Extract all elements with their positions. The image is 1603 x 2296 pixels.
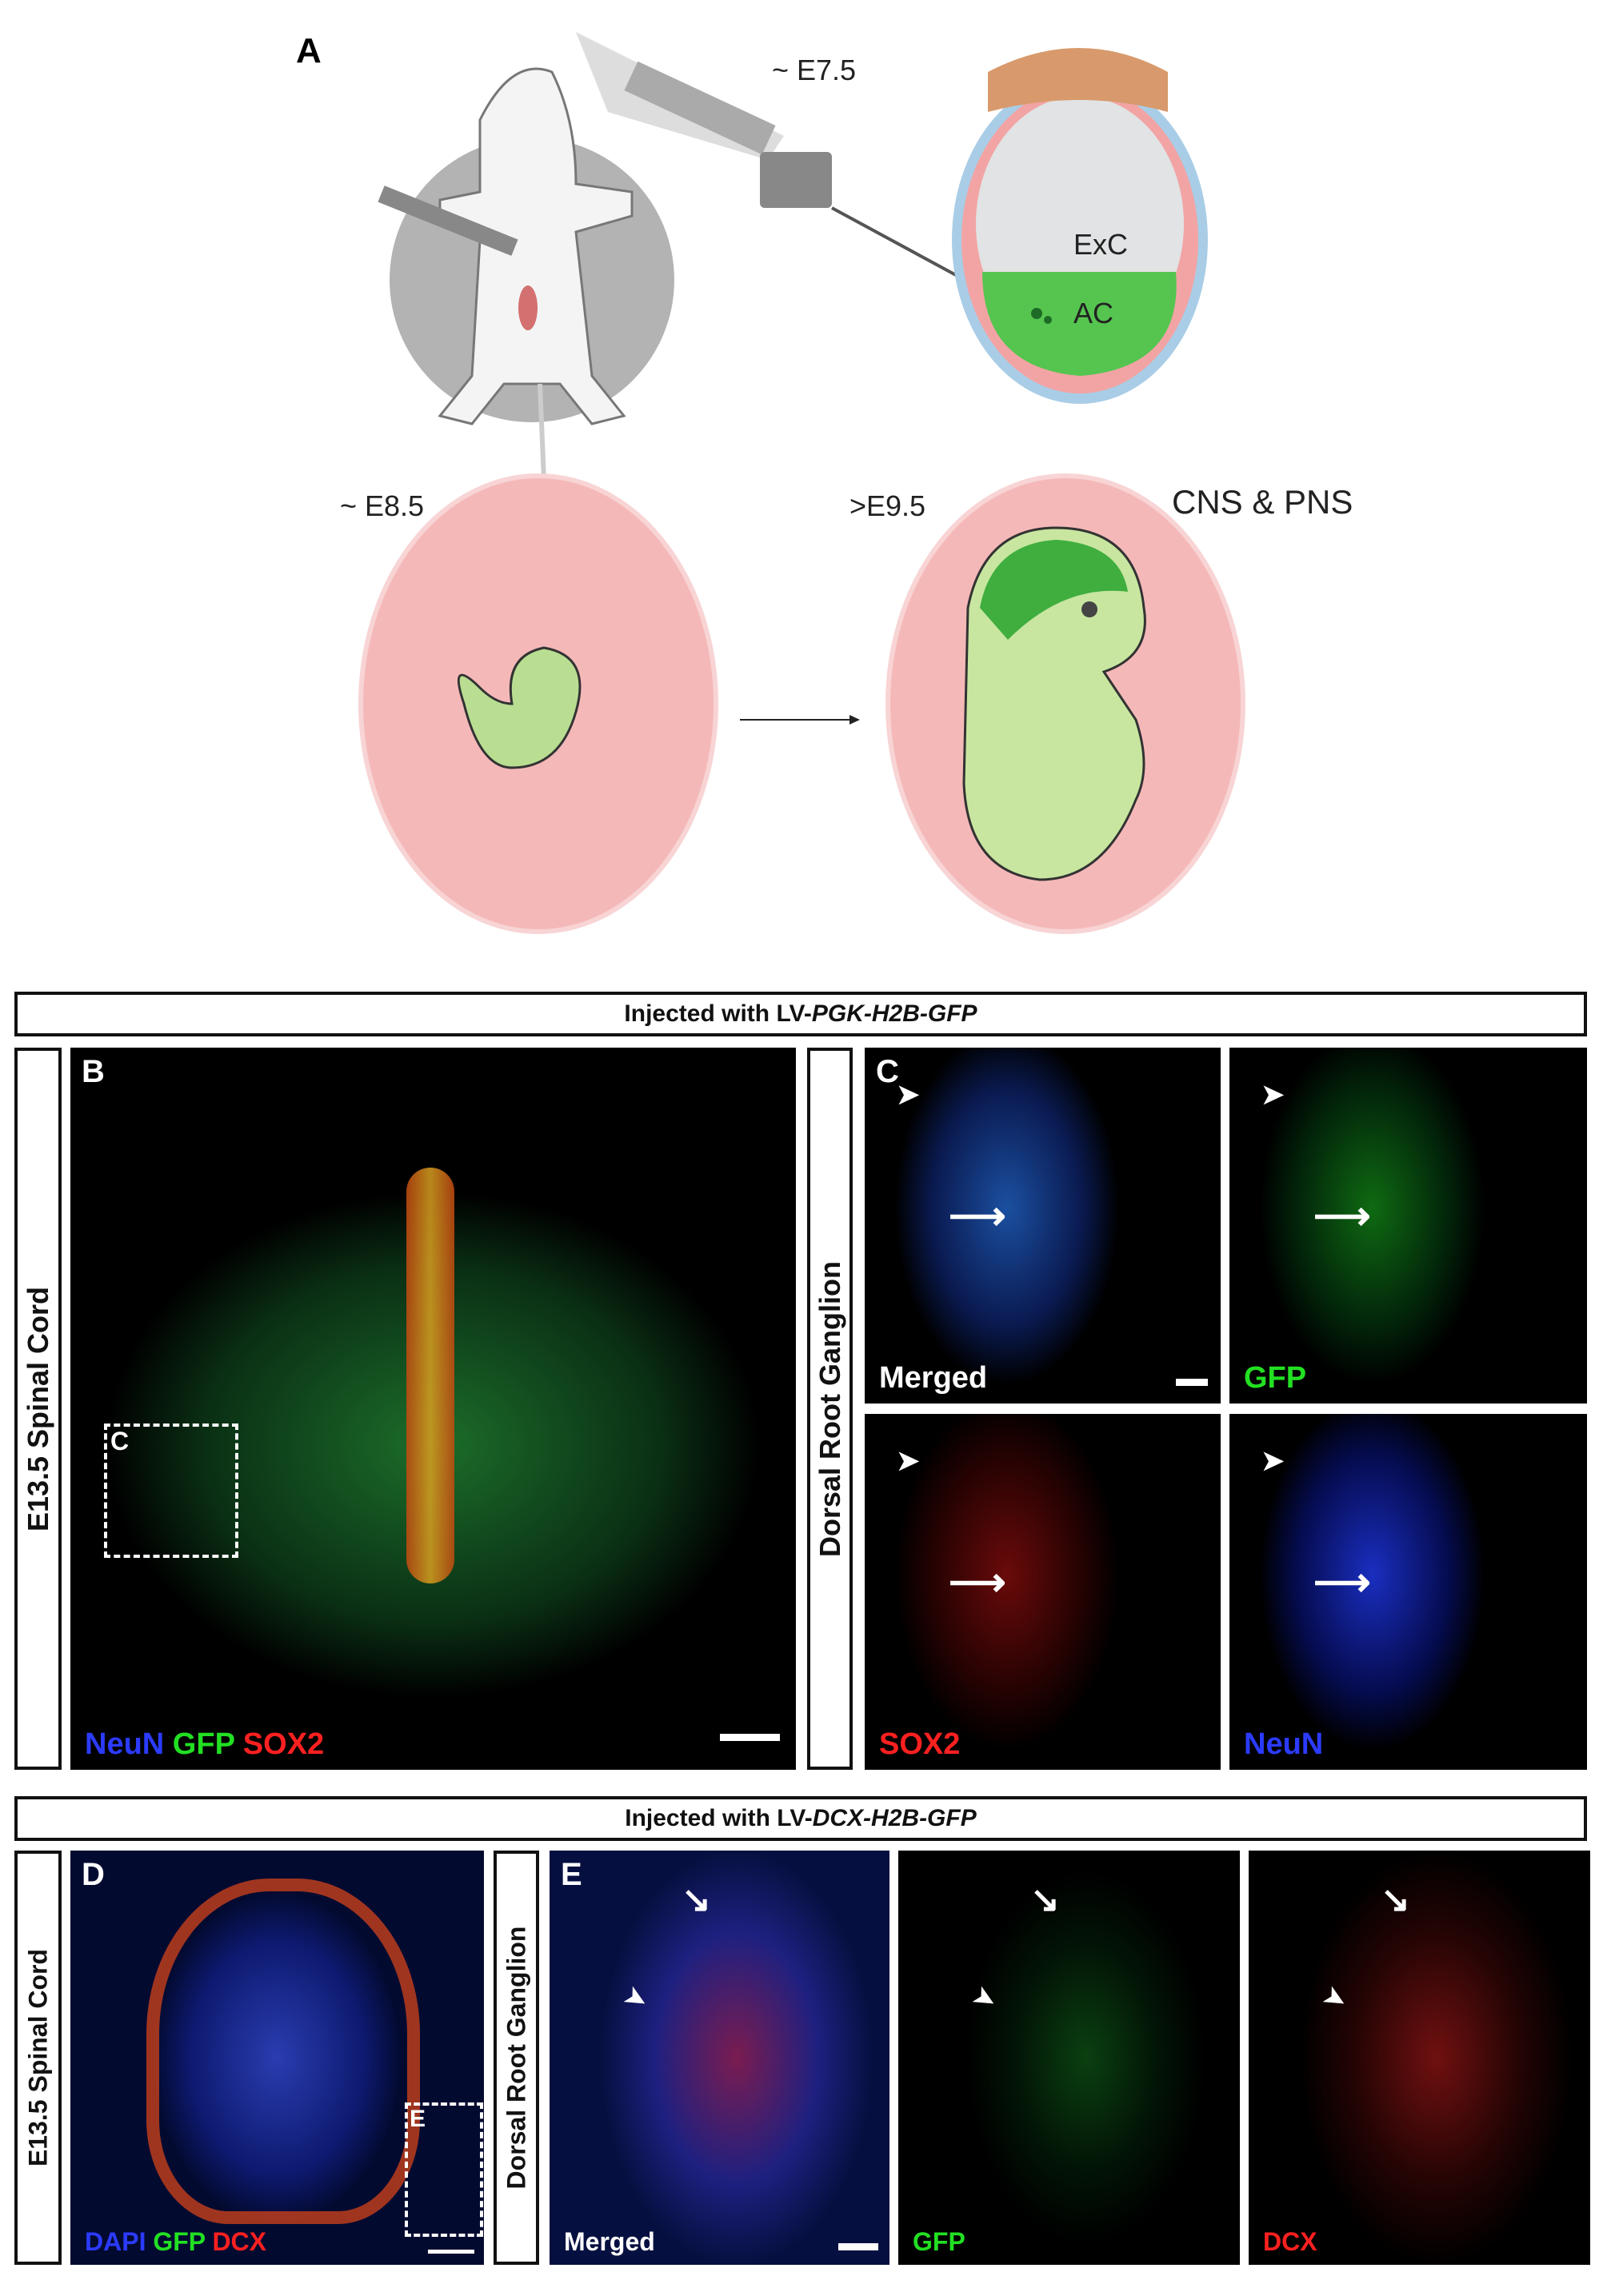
arrowhead-icon: ➤ <box>1261 1080 1285 1110</box>
injected-cells <box>1044 316 1052 324</box>
scale-bar <box>720 1734 780 1741</box>
cns-pns-label: CNS & PNS <box>1172 483 1353 521</box>
injector-head <box>760 152 832 208</box>
scale-bar <box>428 2250 474 2254</box>
legend-dapi: DAPI <box>85 2227 146 2256</box>
panel-d-image: D E DAPI GFP DCX <box>70 1851 484 2265</box>
panel-a-label: A <box>296 31 322 70</box>
legend-gfp: GFP <box>153 2227 206 2256</box>
e95-cns <box>980 540 1128 640</box>
side-label-row2: E13.5 Spinal Cord <box>14 1851 62 2265</box>
e85-embryo-body <box>457 646 582 769</box>
header-prefix: Injected with LV- <box>624 1000 812 1027</box>
ac-label: AC <box>1073 297 1113 329</box>
panel-c-sox2: ⟶ ➤ SOX2 <box>865 1414 1221 1770</box>
arrowhead-icon: ➤ <box>897 1080 920 1110</box>
ectoplacental-cone <box>988 48 1168 112</box>
arrow-icon: ↘ <box>1381 1880 1410 1919</box>
stage-e75: ~ E7.5 <box>772 54 856 86</box>
incision <box>518 286 538 330</box>
panel-e-label: E <box>561 1857 582 1892</box>
panel-e-merged: E ↘ ➤ Merged <box>550 1851 889 2265</box>
header-construct: DCX-H2B-GFP <box>812 1805 977 1831</box>
panel-c-merged: C ⟶ ➤ Merged <box>865 1048 1221 1404</box>
drg-label-row1: Dorsal Root Ganglion <box>807 1048 853 1770</box>
inset-box-e: E <box>405 2102 483 2237</box>
inset-label: E <box>410 2106 426 2132</box>
arrowhead-icon: ➤ <box>1261 1446 1285 1476</box>
caption-merged: Merged <box>879 1361 988 1395</box>
legend-neun: NeuN <box>85 1727 165 1761</box>
mouse <box>438 67 634 425</box>
drg-label-row2: Dorsal Root Ganglion <box>494 1851 539 2265</box>
drg-label-text: Dorsal Root Ganglion <box>813 1260 846 1557</box>
header-construct: PGK-H2B-GFP <box>811 1000 977 1027</box>
legend-sox2: SOX2 <box>242 1727 325 1761</box>
stage-e85: ~ E8.5 <box>340 489 424 522</box>
scale-bar <box>838 2243 878 2250</box>
drg-label-text: Dorsal Root Ganglion <box>502 1926 530 2190</box>
side-label-text: E13.5 Spinal Cord <box>21 1286 54 1531</box>
arrow-icon: ⟶ <box>1313 1559 1371 1604</box>
mouse-tail <box>538 383 546 481</box>
amniotic-cavity <box>982 272 1177 376</box>
arrowhead-icon: ➤ <box>897 1446 920 1476</box>
legend-dcx: DCX <box>212 2227 266 2256</box>
panel-c-gfp: ⟶ ➤ GFP <box>1229 1048 1587 1404</box>
exc-label: ExC <box>1073 228 1128 261</box>
panel-a-schematic: A ~ E7.5 ExC AC ~ E8.5 >E9.5 CNS & PNS <box>296 31 1353 934</box>
panel-d-legend: DAPI GFP DCX <box>85 2227 266 2257</box>
panel-d-label: D <box>82 1857 105 1892</box>
injected-cells <box>1031 308 1042 319</box>
dcx-spinal-cord <box>146 1879 420 2224</box>
arrowhead-icon: ➤ <box>1318 1979 1353 2016</box>
panel-e-dcx: ↘ ➤ DCX <box>1249 1851 1590 2265</box>
legend-gfp: GFP <box>172 1727 235 1761</box>
arrow-icon: ⟶ <box>949 1559 1006 1604</box>
arrowhead-icon: ➤ <box>968 1979 1002 2016</box>
syringe-small <box>378 186 518 256</box>
caption-sox2: SOX2 <box>879 1727 961 1761</box>
injector-body <box>624 61 776 155</box>
header-prefix: Injected with LV- <box>625 1805 813 1831</box>
panel-c-label: C <box>876 1054 899 1089</box>
caption-neun: NeuN <box>1244 1727 1324 1761</box>
caption-gfp: GFP <box>1244 1361 1307 1395</box>
scale-bar <box>1176 1379 1208 1386</box>
arrow-icon: ⟶ <box>949 1193 1006 1238</box>
caption-gfp: GFP <box>913 2227 965 2256</box>
header-pgk: Injected with LV- PGK-H2B-GFP <box>14 992 1587 1036</box>
arrow-icon: ⟶ <box>1313 1193 1371 1238</box>
arrow-icon: ↘ <box>682 1880 711 1919</box>
central-canal <box>406 1168 454 1583</box>
panel-b-legend: NeuN GFP SOX2 <box>85 1727 324 1762</box>
e95-eye <box>1081 601 1097 617</box>
caption-dcx: DCX <box>1263 2227 1317 2256</box>
arrowhead-icon: ➤ <box>619 1979 654 2016</box>
arrow-head <box>849 715 860 725</box>
panel-b-image: B C NeuN GFP SOX2 <box>70 1048 796 1770</box>
side-label-text: E13.5 Spinal Cord <box>23 1948 52 2167</box>
arrow-icon: ↘ <box>1030 1880 1060 1919</box>
panel-c-neun: ⟶ ➤ NeuN <box>1229 1414 1587 1770</box>
panel-e-gfp: ↘ ➤ GFP <box>898 1851 1240 2265</box>
panel-b-label: B <box>82 1054 105 1089</box>
inset-label: C <box>110 1427 130 1455</box>
caption-merged: Merged <box>564 2227 655 2256</box>
stage-e95: >E9.5 <box>849 489 925 522</box>
inset-box-c: C <box>104 1424 238 1558</box>
side-label-row1: E13.5 Spinal Cord <box>14 1048 62 1770</box>
header-dcx: Injected with LV- DCX-H2B-GFP <box>14 1796 1587 1841</box>
